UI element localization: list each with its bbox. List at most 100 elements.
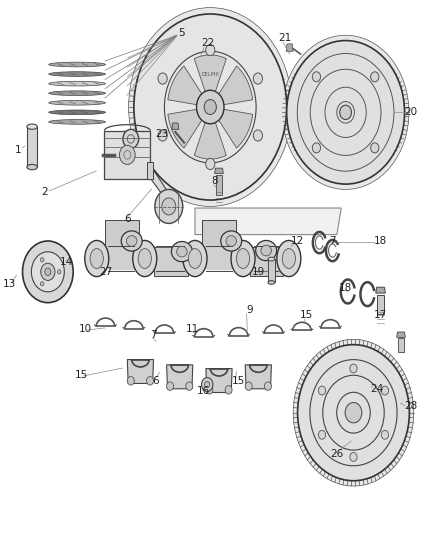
Circle shape: [45, 268, 51, 276]
Polygon shape: [106, 220, 139, 249]
Ellipse shape: [261, 245, 272, 256]
Ellipse shape: [49, 82, 106, 86]
Text: 15: 15: [300, 310, 313, 320]
Circle shape: [129, 7, 292, 206]
Polygon shape: [245, 365, 272, 389]
Polygon shape: [104, 131, 150, 179]
Circle shape: [345, 402, 362, 423]
Text: 11: 11: [186, 324, 199, 334]
Circle shape: [41, 263, 55, 280]
Ellipse shape: [121, 231, 142, 251]
Polygon shape: [126, 142, 174, 211]
Ellipse shape: [237, 248, 250, 269]
Circle shape: [350, 453, 357, 462]
Wedge shape: [219, 109, 253, 148]
Text: 2: 2: [41, 187, 48, 197]
Circle shape: [57, 270, 61, 274]
Ellipse shape: [127, 236, 137, 246]
Circle shape: [340, 105, 352, 119]
Ellipse shape: [85, 240, 109, 277]
Ellipse shape: [49, 100, 106, 105]
Polygon shape: [286, 44, 293, 51]
Circle shape: [197, 90, 224, 124]
Ellipse shape: [49, 62, 106, 67]
Circle shape: [206, 385, 213, 394]
Ellipse shape: [133, 240, 157, 277]
Circle shape: [32, 252, 64, 292]
Wedge shape: [168, 109, 202, 148]
Text: 17: 17: [374, 310, 387, 320]
Text: 23: 23: [155, 128, 169, 139]
Ellipse shape: [171, 241, 192, 262]
Text: 9: 9: [246, 305, 253, 315]
Circle shape: [293, 340, 414, 486]
Ellipse shape: [231, 240, 255, 277]
Circle shape: [350, 364, 357, 373]
Text: 7: 7: [150, 329, 157, 340]
Text: 13: 13: [3, 279, 16, 288]
Circle shape: [40, 257, 44, 262]
Ellipse shape: [27, 124, 37, 130]
Circle shape: [158, 130, 167, 141]
Polygon shape: [215, 168, 223, 173]
Ellipse shape: [188, 248, 201, 269]
Text: 15: 15: [232, 376, 245, 386]
Circle shape: [147, 376, 153, 385]
Circle shape: [297, 345, 410, 481]
Polygon shape: [127, 360, 153, 383]
Text: 12: 12: [291, 236, 304, 246]
Text: 6: 6: [152, 376, 159, 386]
Circle shape: [287, 41, 405, 184]
Wedge shape: [219, 66, 253, 104]
Ellipse shape: [49, 119, 106, 124]
Circle shape: [206, 158, 215, 169]
Text: 10: 10: [79, 324, 92, 334]
Polygon shape: [268, 259, 275, 282]
Circle shape: [158, 73, 167, 84]
Circle shape: [283, 35, 409, 189]
Polygon shape: [166, 365, 193, 389]
Circle shape: [253, 73, 262, 84]
Text: 19: 19: [252, 267, 265, 277]
Ellipse shape: [268, 280, 275, 284]
Circle shape: [166, 382, 173, 390]
Text: 26: 26: [330, 449, 343, 458]
Ellipse shape: [256, 240, 277, 261]
Ellipse shape: [27, 165, 37, 169]
Text: 20: 20: [405, 107, 418, 117]
Circle shape: [205, 381, 210, 387]
Circle shape: [204, 100, 216, 115]
Polygon shape: [378, 295, 384, 314]
Polygon shape: [195, 208, 341, 235]
Wedge shape: [194, 55, 226, 92]
Text: 22: 22: [201, 38, 215, 48]
Circle shape: [162, 198, 176, 215]
Circle shape: [22, 241, 73, 303]
Polygon shape: [397, 332, 405, 337]
Ellipse shape: [49, 110, 106, 115]
Circle shape: [371, 72, 379, 82]
Polygon shape: [376, 287, 385, 293]
Ellipse shape: [90, 248, 103, 269]
Ellipse shape: [183, 240, 207, 277]
Circle shape: [225, 385, 232, 394]
Ellipse shape: [268, 257, 275, 261]
Text: 15: 15: [75, 370, 88, 381]
Circle shape: [206, 44, 215, 55]
Ellipse shape: [138, 248, 152, 269]
Text: 18: 18: [374, 236, 387, 246]
Circle shape: [371, 143, 379, 153]
Ellipse shape: [177, 246, 187, 257]
Text: 5: 5: [179, 28, 185, 38]
Polygon shape: [148, 162, 152, 179]
Polygon shape: [202, 220, 236, 249]
Ellipse shape: [282, 248, 296, 269]
Ellipse shape: [226, 236, 237, 246]
Text: 7: 7: [329, 236, 336, 246]
Text: 28: 28: [404, 401, 418, 411]
Circle shape: [127, 376, 134, 385]
Text: 14: 14: [60, 257, 73, 267]
Circle shape: [318, 386, 325, 395]
Circle shape: [245, 382, 252, 390]
Circle shape: [381, 430, 389, 439]
